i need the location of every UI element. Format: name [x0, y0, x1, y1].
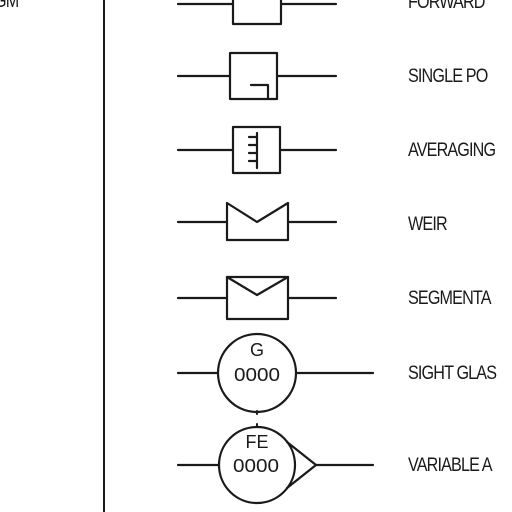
sight-glass-tag-letters: G [250, 340, 264, 360]
weir-icon [176, 201, 338, 242]
sight-glass-icon [176, 332, 375, 415]
variable-area-tag-number: 0000 [233, 456, 279, 476]
variable-area-tag-letters: FE [245, 432, 268, 452]
symbol-label-forward: FORWARD [408, 0, 485, 13]
forward-flow-element-icon [176, 0, 338, 26]
symbol-label-weir: WEIR [408, 214, 448, 235]
symbol-label-segmental: SEGMENTA [408, 288, 491, 309]
symbol-label-variable-area: VARIABLE A [408, 455, 493, 476]
symbol-label-single-port: SINGLE PO [408, 66, 488, 87]
segmental-wedge-icon [176, 275, 338, 321]
single-port-pitot-icon [176, 51, 338, 101]
symbol-label-sight-glass: SIGHT GLAS [408, 363, 497, 384]
left-column-fragment: GM [0, 0, 19, 12]
sight-glass-tag-number: 0000 [234, 365, 280, 385]
averaging-pitot-icon [176, 125, 338, 175]
variable-area-meter-icon [176, 423, 375, 505]
symbol-label-averaging: AVERAGING [408, 140, 496, 161]
